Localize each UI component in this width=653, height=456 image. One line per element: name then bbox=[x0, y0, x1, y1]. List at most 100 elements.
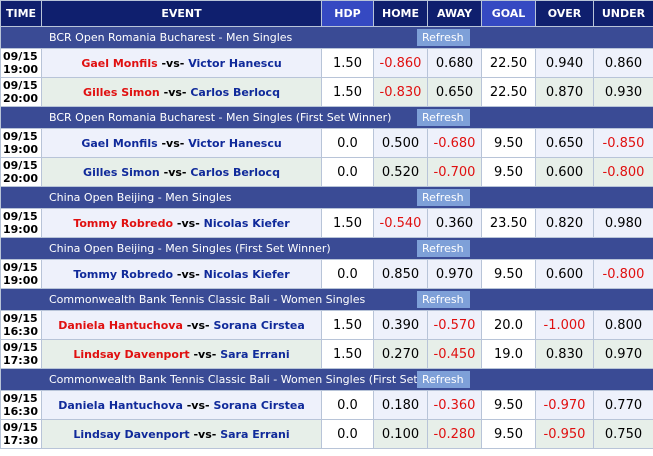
away-odds[interactable]: -0.280 bbox=[427, 419, 482, 449]
hdp-value: 1.50 bbox=[321, 48, 374, 78]
away-odds[interactable]: -0.360 bbox=[427, 390, 482, 420]
under-odds[interactable]: -0.800 bbox=[593, 157, 653, 187]
home-odds[interactable]: -0.830 bbox=[373, 77, 428, 107]
vs-label: -vs- bbox=[161, 136, 185, 150]
over-odds[interactable]: 0.600 bbox=[535, 259, 594, 289]
home-odds[interactable]: 0.500 bbox=[373, 128, 428, 158]
hdp-value: 1.50 bbox=[321, 208, 374, 238]
away-player[interactable]: Sorana Cirstea bbox=[213, 318, 305, 332]
match-date: 09/15 bbox=[3, 210, 38, 223]
over-odds[interactable]: 0.940 bbox=[535, 48, 594, 78]
home-odds[interactable]: 0.390 bbox=[373, 310, 428, 340]
match-time: 09/15 19:00 bbox=[0, 259, 42, 289]
under-odds[interactable]: 0.980 bbox=[593, 208, 653, 238]
refresh-button[interactable]: Refresh bbox=[417, 371, 470, 388]
vs-label: -vs- bbox=[193, 427, 217, 441]
match-clock: 17:30 bbox=[3, 354, 39, 367]
away-player[interactable]: Sorana Cirstea bbox=[213, 398, 305, 412]
over-odds[interactable]: -0.970 bbox=[535, 390, 594, 420]
match-row: 09/15 17:30 Lindsay Davenport -vs- Sara Er… bbox=[0, 339, 653, 369]
over-odds[interactable]: 0.820 bbox=[535, 208, 594, 238]
match-time: 09/15 17:30 bbox=[0, 339, 42, 369]
home-player[interactable]: Gilles Simon bbox=[83, 165, 160, 179]
league-name: China Open Beijing - Men Singles bbox=[49, 191, 232, 204]
home-player[interactable]: Daniela Hantuchova bbox=[58, 318, 183, 332]
away-player[interactable]: Carlos Berlocq bbox=[190, 85, 280, 99]
match-event: Lindsay Davenport -vs- Sara Errani bbox=[41, 339, 322, 369]
home-odds[interactable]: -0.860 bbox=[373, 48, 428, 78]
under-odds[interactable]: 0.750 bbox=[593, 419, 653, 449]
over-odds[interactable]: 0.600 bbox=[535, 157, 594, 187]
over-odds[interactable]: -0.950 bbox=[535, 419, 594, 449]
away-odds[interactable]: -0.570 bbox=[427, 310, 482, 340]
home-odds[interactable]: 0.180 bbox=[373, 390, 428, 420]
home-player[interactable]: Tommy Robredo bbox=[73, 267, 174, 281]
away-player[interactable]: Sara Errani bbox=[220, 347, 290, 361]
refresh-button[interactable]: Refresh bbox=[417, 189, 470, 206]
hdp-value: 0.0 bbox=[321, 259, 374, 289]
home-odds[interactable]: 0.100 bbox=[373, 419, 428, 449]
home-player[interactable]: Daniela Hantuchova bbox=[58, 398, 183, 412]
away-odds[interactable]: -0.700 bbox=[427, 157, 482, 187]
under-odds[interactable]: 0.860 bbox=[593, 48, 653, 78]
away-player[interactable]: Carlos Berlocq bbox=[190, 165, 280, 179]
under-odds[interactable]: -0.800 bbox=[593, 259, 653, 289]
over-odds[interactable]: 0.830 bbox=[535, 339, 594, 369]
away-player[interactable]: Victor Hanescu bbox=[188, 56, 282, 70]
under-odds[interactable]: 0.800 bbox=[593, 310, 653, 340]
league-row: China Open Beijing - Men Singles Refresh bbox=[0, 186, 653, 209]
refresh-button[interactable]: Refresh bbox=[417, 29, 470, 46]
home-odds[interactable]: 0.520 bbox=[373, 157, 428, 187]
match-clock: 19:00 bbox=[3, 274, 39, 287]
hdp-value: 1.50 bbox=[321, 77, 374, 107]
league-row: Commonwealth Bank Tennis Classic Bali - … bbox=[0, 288, 653, 311]
league-name: China Open Beijing - Men Singles (First … bbox=[49, 242, 331, 255]
under-odds[interactable]: 0.970 bbox=[593, 339, 653, 369]
match-clock: 16:30 bbox=[3, 405, 39, 418]
away-player[interactable]: Nicolas Kiefer bbox=[203, 267, 290, 281]
over-odds[interactable]: 0.870 bbox=[535, 77, 594, 107]
home-odds[interactable]: 0.270 bbox=[373, 339, 428, 369]
away-odds[interactable]: 0.650 bbox=[427, 77, 482, 107]
match-row: 09/15 20:00 Gilles Simon -vs- Carlos Berlo… bbox=[0, 77, 653, 107]
match-date: 09/15 bbox=[3, 50, 38, 63]
league-row: BCR Open Romania Bucharest - Men Singles… bbox=[0, 26, 653, 49]
goal-value: 22.50 bbox=[481, 77, 536, 107]
home-player[interactable]: Gael Monfils bbox=[81, 136, 158, 150]
away-odds[interactable]: 0.970 bbox=[427, 259, 482, 289]
match-date: 09/15 bbox=[3, 392, 38, 405]
home-player[interactable]: Lindsay Davenport bbox=[73, 427, 190, 441]
away-player[interactable]: Victor Hanescu bbox=[188, 136, 282, 150]
hdp-value: 1.50 bbox=[321, 339, 374, 369]
home-player[interactable]: Gael Monfils bbox=[81, 56, 158, 70]
match-clock: 19:00 bbox=[3, 63, 39, 76]
refresh-button[interactable]: Refresh bbox=[417, 109, 470, 126]
match-row: 09/15 20:00 Gilles Simon -vs- Carlos Berlo… bbox=[0, 157, 653, 187]
away-odds[interactable]: -0.450 bbox=[427, 339, 482, 369]
home-odds[interactable]: -0.540 bbox=[373, 208, 428, 238]
away-odds[interactable]: 0.680 bbox=[427, 48, 482, 78]
over-odds[interactable]: -1.000 bbox=[535, 310, 594, 340]
match-date: 09/15 bbox=[3, 341, 38, 354]
under-odds[interactable]: 0.770 bbox=[593, 390, 653, 420]
vs-label: -vs- bbox=[163, 165, 187, 179]
league-row: BCR Open Romania Bucharest - Men Singles… bbox=[0, 106, 653, 129]
under-odds[interactable]: -0.850 bbox=[593, 128, 653, 158]
away-player[interactable]: Nicolas Kiefer bbox=[203, 216, 290, 230]
match-event: Gael Monfils -vs- Victor Hanescu bbox=[41, 128, 322, 158]
home-odds[interactable]: 0.850 bbox=[373, 259, 428, 289]
vs-label: -vs- bbox=[186, 398, 210, 412]
hdp-value: 1.50 bbox=[321, 310, 374, 340]
away-player[interactable]: Sara Errani bbox=[220, 427, 290, 441]
match-time: 09/15 19:00 bbox=[0, 128, 42, 158]
home-player[interactable]: Tommy Robredo bbox=[73, 216, 174, 230]
under-odds[interactable]: 0.930 bbox=[593, 77, 653, 107]
away-odds[interactable]: -0.680 bbox=[427, 128, 482, 158]
home-player[interactable]: Lindsay Davenport bbox=[73, 347, 190, 361]
home-player[interactable]: Gilles Simon bbox=[83, 85, 160, 99]
over-odds[interactable]: 0.650 bbox=[535, 128, 594, 158]
match-event: Tommy Robredo -vs- Nicolas Kiefer bbox=[41, 259, 322, 289]
refresh-button[interactable]: Refresh bbox=[417, 240, 470, 257]
away-odds[interactable]: 0.360 bbox=[427, 208, 482, 238]
refresh-button[interactable]: Refresh bbox=[417, 291, 470, 308]
